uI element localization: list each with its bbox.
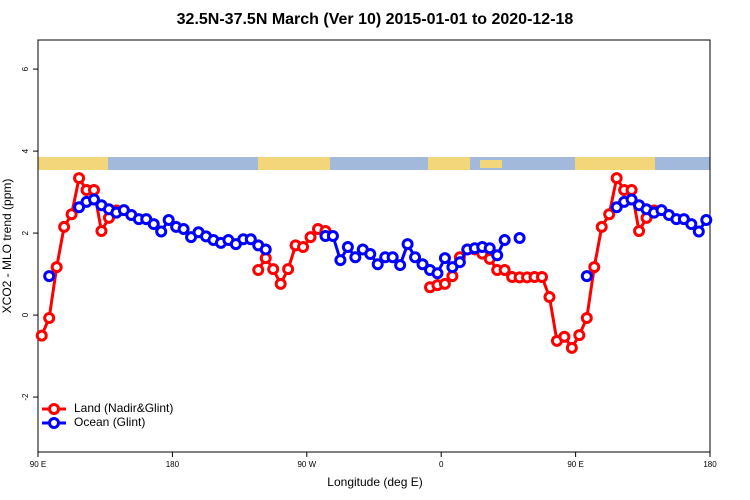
data-point bbox=[371, 258, 384, 271]
data-point bbox=[274, 277, 287, 290]
data-point bbox=[364, 247, 377, 260]
data-point bbox=[282, 263, 295, 276]
data-point bbox=[58, 220, 71, 233]
data-point bbox=[297, 241, 310, 254]
chart-title: 32.5N-37.5N March (Ver 10) 2015-01-01 to… bbox=[177, 11, 574, 28]
data-point bbox=[438, 252, 451, 265]
data-point bbox=[692, 225, 705, 238]
data-point bbox=[431, 267, 444, 280]
mask-land bbox=[575, 157, 655, 170]
mask-land bbox=[38, 157, 108, 170]
data-point bbox=[610, 172, 623, 185]
legend-label: Land (Nadir&Glint) bbox=[74, 401, 173, 415]
y-tick-label: 6 bbox=[21, 66, 30, 71]
data-point bbox=[349, 251, 362, 264]
data-point bbox=[498, 263, 511, 276]
data-point bbox=[588, 261, 601, 274]
data-point bbox=[394, 259, 407, 272]
x-tick-label: 180 bbox=[703, 460, 717, 469]
data-point bbox=[259, 243, 272, 256]
data-point bbox=[409, 251, 422, 264]
mask-land bbox=[258, 157, 330, 170]
data-point bbox=[558, 330, 571, 343]
data-point bbox=[401, 238, 414, 251]
data-point bbox=[43, 311, 56, 324]
data-point bbox=[416, 258, 429, 271]
data-point bbox=[73, 201, 86, 214]
x-axis-label: Longitude (deg E) bbox=[327, 475, 422, 489]
data-point bbox=[252, 263, 265, 276]
x-tick-label: 180 bbox=[166, 460, 180, 469]
data-point bbox=[610, 201, 623, 214]
data-point bbox=[595, 220, 608, 233]
data-point bbox=[244, 233, 257, 246]
data-point bbox=[386, 251, 399, 264]
x-tick-label: 90 W bbox=[297, 460, 316, 469]
x-tick-label: 90 E bbox=[567, 460, 583, 469]
data-point bbox=[162, 213, 175, 226]
data-point bbox=[453, 256, 466, 269]
data-point bbox=[625, 193, 638, 206]
plot-frame bbox=[37, 39, 711, 453]
data-point bbox=[177, 222, 190, 235]
y-axis-label: XCO2 - MLO trend (ppm) bbox=[0, 179, 14, 314]
y-tick-label: -2 bbox=[21, 393, 30, 401]
y-tick-label: 4 bbox=[21, 148, 30, 153]
data-point bbox=[147, 218, 160, 231]
data-point bbox=[498, 234, 511, 247]
data-point bbox=[73, 172, 86, 185]
data-point bbox=[334, 254, 347, 267]
data-point bbox=[625, 184, 638, 197]
mask-land bbox=[428, 157, 470, 170]
legend-label: Ocean (Glint) bbox=[74, 415, 145, 429]
data-point bbox=[267, 263, 280, 276]
x-tick-label: 0 bbox=[439, 460, 444, 469]
data-point bbox=[155, 225, 168, 238]
data-point bbox=[536, 270, 548, 283]
data-point bbox=[88, 193, 100, 206]
data-point bbox=[580, 311, 593, 324]
data-point bbox=[685, 218, 698, 231]
data-point bbox=[603, 208, 616, 221]
data-point bbox=[326, 229, 339, 242]
data-point bbox=[700, 213, 713, 226]
data-point bbox=[341, 241, 354, 254]
data-point bbox=[513, 232, 526, 245]
data-point bbox=[65, 208, 78, 221]
y-tick-label: 0 bbox=[21, 312, 30, 317]
data-point bbox=[491, 249, 504, 262]
data-point bbox=[543, 291, 556, 304]
data-point bbox=[304, 231, 317, 244]
data-point bbox=[573, 329, 586, 342]
data-point bbox=[483, 242, 496, 255]
data-point bbox=[35, 329, 48, 342]
x-tick-label: 90 E bbox=[30, 460, 46, 469]
mask-ocean bbox=[38, 157, 710, 170]
data-point bbox=[633, 225, 646, 238]
land-mask bbox=[38, 157, 710, 170]
data-point bbox=[88, 184, 100, 197]
y-tick-label: 2 bbox=[21, 230, 30, 235]
mask-land bbox=[480, 160, 502, 168]
data-point bbox=[438, 277, 451, 290]
data-point bbox=[580, 270, 593, 283]
data-point bbox=[50, 261, 63, 274]
legend-marker bbox=[48, 417, 60, 429]
legend-marker bbox=[48, 403, 60, 415]
data-point bbox=[565, 341, 578, 354]
data-point bbox=[95, 225, 108, 238]
data-point bbox=[43, 270, 56, 283]
